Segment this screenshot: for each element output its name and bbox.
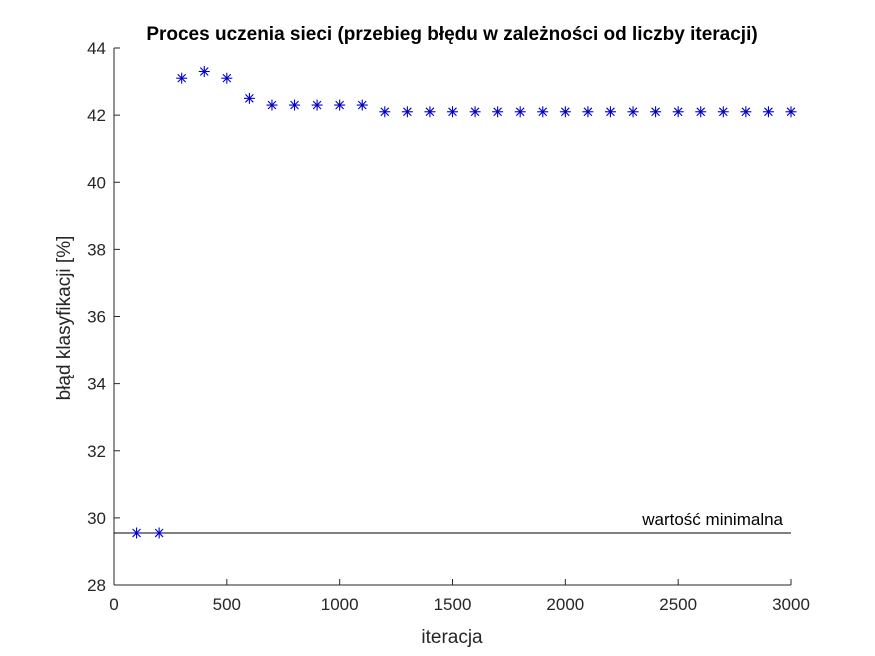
data-point [198, 65, 210, 77]
minimum-value-label: wartość minimalna [641, 510, 783, 529]
data-point [424, 106, 436, 118]
data-point [334, 99, 346, 111]
data-point [243, 92, 255, 104]
x-axis-label: iteracja [421, 627, 483, 648]
x-tick-label: 3000 [772, 595, 810, 614]
data-point [582, 106, 594, 118]
y-tick-label: 30 [87, 509, 106, 528]
data-point [627, 106, 639, 118]
y-tick-label: 40 [87, 173, 106, 192]
data-point [221, 72, 233, 84]
data-point [559, 106, 571, 118]
y-ticks: 28 30 32 34 36 38 40 42 44 [87, 39, 120, 595]
data-point [379, 106, 391, 118]
x-tick-label: 0 [109, 595, 118, 614]
data-point [785, 106, 797, 118]
y-tick-label: 34 [87, 375, 106, 394]
data-points [131, 65, 797, 539]
data-point [401, 106, 413, 118]
data-point [717, 106, 729, 118]
y-tick-label: 42 [87, 106, 106, 125]
data-point [447, 106, 458, 118]
data-point [311, 99, 323, 111]
y-tick-label: 28 [87, 576, 106, 595]
axes [113, 48, 791, 586]
x-tick-label: 1500 [434, 595, 472, 614]
data-point [650, 106, 662, 118]
y-tick-label: 44 [87, 39, 106, 58]
data-point [176, 72, 188, 84]
y-tick-label: 36 [87, 308, 106, 327]
data-point [514, 106, 526, 118]
x-tick-label: 2000 [546, 595, 584, 614]
y-tick-label: 38 [87, 240, 106, 259]
data-point [604, 106, 616, 118]
chart-title: Proces uczenia sieci (przebieg błędu w z… [146, 24, 757, 45]
data-point [356, 99, 368, 111]
y-axis-label: błąd klasyfikacji [%] [54, 236, 75, 401]
data-point [153, 527, 165, 539]
x-tick-label: 500 [213, 595, 241, 614]
data-point [131, 527, 143, 539]
y-tick-label: 32 [87, 442, 106, 461]
x-tick-label: 2500 [659, 595, 697, 614]
data-point [289, 99, 301, 111]
data-point [492, 106, 504, 118]
data-point [266, 99, 278, 111]
data-point [762, 106, 774, 118]
data-point [740, 106, 752, 118]
x-ticks: 0 500 1000 1500 2000 2500 3000 [109, 579, 810, 614]
x-tick-label: 1000 [321, 595, 359, 614]
data-point [672, 106, 684, 118]
data-point [695, 106, 707, 118]
reference-line-group: wartość minimalna [114, 510, 791, 534]
data-point [469, 106, 481, 118]
data-point [537, 106, 549, 118]
